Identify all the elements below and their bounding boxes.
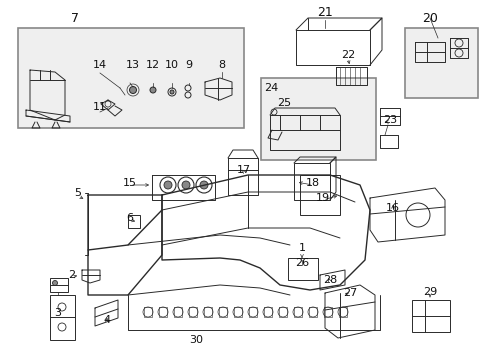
Text: 6: 6	[126, 213, 133, 223]
Text: 29: 29	[422, 287, 436, 297]
Bar	[404, 28, 477, 98]
Text: 17: 17	[237, 165, 250, 175]
Bar	[287, 258, 317, 280]
Text: 12: 12	[145, 60, 160, 70]
Bar	[18, 28, 244, 128]
Text: 16: 16	[385, 203, 399, 213]
Circle shape	[52, 280, 58, 285]
Text: 4: 4	[103, 315, 110, 325]
Text: 13: 13	[126, 60, 140, 70]
Text: 28: 28	[322, 275, 336, 285]
Text: 19: 19	[315, 193, 329, 203]
Text: 11: 11	[93, 102, 107, 112]
Circle shape	[170, 90, 174, 94]
Text: 22: 22	[340, 50, 354, 60]
Text: 20: 20	[421, 12, 437, 24]
Text: 5: 5	[74, 188, 81, 198]
Circle shape	[150, 87, 156, 93]
Bar	[261, 78, 375, 160]
Text: 27: 27	[342, 288, 356, 298]
Text: 1: 1	[298, 243, 305, 253]
Bar	[411, 300, 449, 332]
Text: 7: 7	[71, 12, 79, 24]
Text: 8: 8	[218, 60, 225, 70]
Bar	[50, 278, 68, 292]
Text: 24: 24	[264, 83, 278, 93]
Text: 23: 23	[382, 115, 396, 125]
Text: 14: 14	[93, 60, 107, 70]
Bar	[128, 215, 140, 228]
Text: 18: 18	[305, 178, 320, 188]
Circle shape	[200, 181, 207, 189]
Bar	[299, 175, 339, 215]
Circle shape	[163, 181, 172, 189]
Bar	[293, 163, 329, 200]
Text: 15: 15	[123, 178, 137, 188]
Text: 9: 9	[185, 60, 192, 70]
Text: 26: 26	[294, 258, 308, 268]
Text: 25: 25	[276, 98, 290, 108]
Circle shape	[182, 181, 190, 189]
Bar	[50, 295, 75, 340]
Text: 10: 10	[164, 60, 179, 70]
Text: 21: 21	[317, 5, 332, 18]
Circle shape	[129, 86, 136, 94]
Text: 30: 30	[189, 335, 203, 345]
Text: 2: 2	[68, 270, 76, 280]
Text: 3: 3	[54, 308, 61, 318]
